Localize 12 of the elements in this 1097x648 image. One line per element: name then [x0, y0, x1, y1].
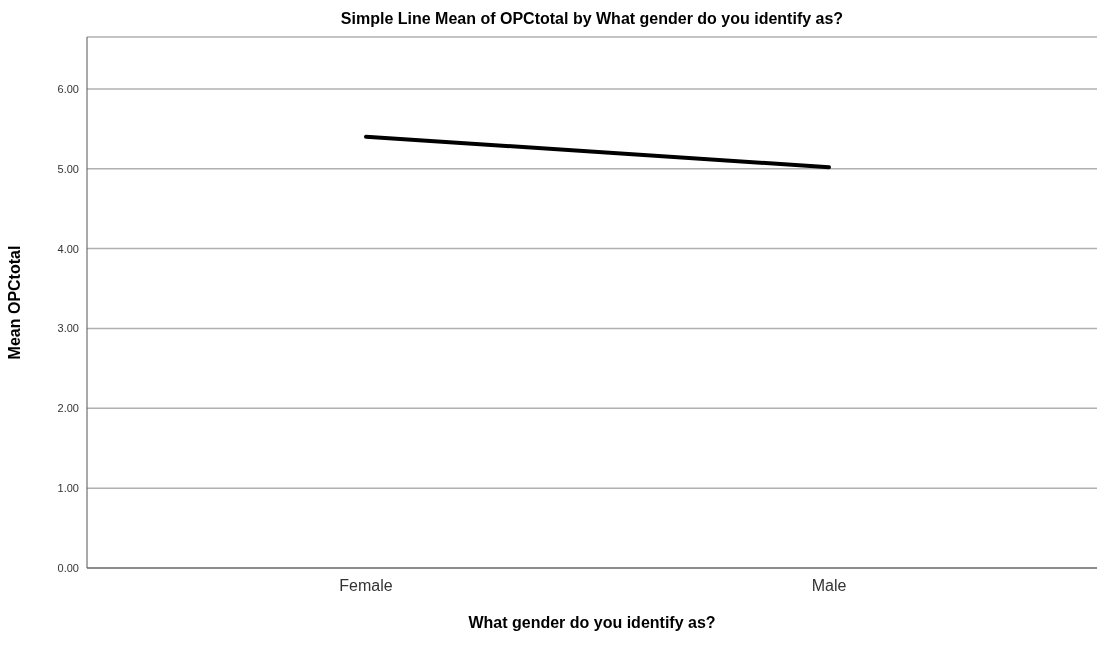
y-tick-label: 2.00 — [57, 402, 79, 415]
y-tick-label: 3.00 — [57, 322, 79, 335]
y-tick-label: 6.00 — [57, 82, 79, 95]
x-tick-label: Female — [339, 577, 393, 595]
x-axis-title: What gender do you identify as? — [468, 614, 716, 631]
y-tick-label: 1.00 — [57, 482, 79, 495]
y-tick-label: 0.00 — [57, 561, 79, 574]
y-tick-label: 5.00 — [57, 162, 79, 175]
chart-title: Simple Line Mean of OPCtotal by What gender do you identify as? — [339, 10, 845, 28]
x-tick-label: Male — [811, 577, 847, 595]
y-axis-title: Mean OPCtotal — [5, 245, 23, 360]
y-tick-label: 4.00 — [57, 242, 79, 255]
